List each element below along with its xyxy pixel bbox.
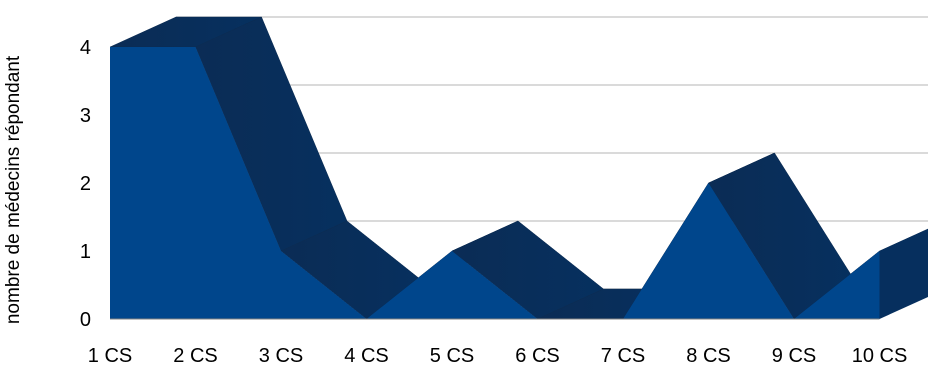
x-tick-label: 5 CS <box>430 345 474 367</box>
x-tick-label: 10 CS <box>852 345 908 367</box>
area-front <box>110 47 880 320</box>
y-axis-ticks: 0 1 2 3 4 <box>80 37 91 331</box>
y-tick-label: 2 <box>80 173 91 195</box>
x-tick-label: 3 CS <box>259 345 303 367</box>
x-tick-label: 8 CS <box>686 345 730 367</box>
x-tick-label: 7 CS <box>601 345 645 367</box>
x-tick-label: 4 CS <box>344 345 388 367</box>
x-tick-label: 2 CS <box>173 345 217 367</box>
area-end-cap <box>879 228 928 319</box>
x-tick-label: 6 CS <box>515 345 559 367</box>
y-tick-label: 4 <box>80 37 91 59</box>
x-tick-label: 9 CS <box>772 345 816 367</box>
x-axis-ticks: 1 CS 2 CS 3 CS 4 CS 5 CS 6 CS 7 CS 8 CS 9 CS 10 C… <box>88 345 908 367</box>
x-tick-label: 1 CS <box>88 345 132 367</box>
y-tick-label: 3 <box>80 105 91 127</box>
y-axis-label: nombre de médecins répondant <box>3 55 24 324</box>
y-tick-label: 0 <box>80 309 91 331</box>
area-front-face <box>110 47 880 319</box>
y-tick-label: 1 <box>80 241 91 263</box>
